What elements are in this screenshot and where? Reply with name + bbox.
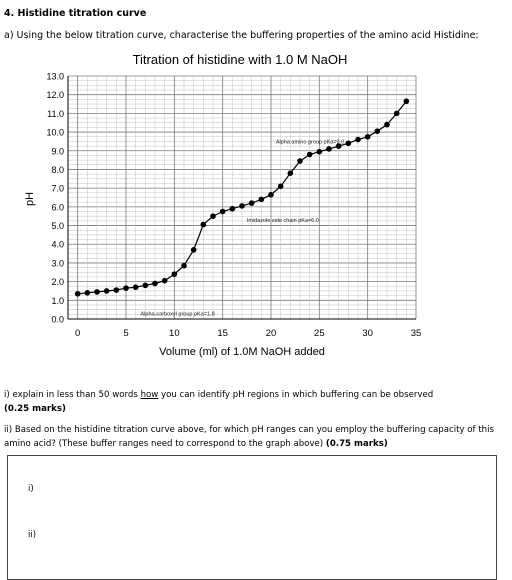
pka-annotation: Alpha-carboxyl group pKa=1.8: [141, 311, 215, 317]
y-tick-label: 5.0: [51, 221, 64, 231]
question-a: a) Using the below titration curve, char…: [4, 30, 479, 41]
y-axis-label: pH: [24, 192, 36, 206]
data-point: [161, 277, 168, 284]
x-tick-label: 30: [362, 328, 373, 339]
data-point: [316, 148, 323, 155]
y-tick-label: 1.0: [51, 296, 64, 306]
data-point: [142, 282, 149, 289]
question-i-text-end: you can identify pH regions in which buf…: [158, 390, 434, 400]
data-point: [355, 136, 361, 143]
answer-box[interactable]: [7, 455, 497, 580]
data-point: [181, 262, 187, 269]
section-heading: 4. Histidine titration curve: [4, 8, 147, 19]
x-tick-label: 10: [169, 328, 180, 339]
question-i-marks: (0.25 marks): [4, 404, 66, 414]
data-point: [190, 247, 197, 253]
data-point: [123, 285, 129, 291]
data-point: [171, 271, 178, 277]
chart-title: Titration of histidine with 1.0 M NaOH: [133, 52, 348, 67]
data-point: [277, 183, 284, 190]
answer-label-ii: ii): [28, 530, 37, 540]
question-i-text: i) explain in less than 50 words: [4, 390, 141, 400]
answer-label-i: i): [28, 484, 34, 494]
titration-series: [74, 98, 410, 297]
y-tick-label: 3.0: [51, 258, 64, 268]
pka-annotation: Imidazole side chain pKa=6.0: [247, 218, 319, 224]
y-tick-label: 7.0: [51, 184, 64, 194]
question-ii-marks: (0.75 marks): [325, 439, 388, 449]
data-point: [152, 280, 158, 287]
question-i-underlined: how: [140, 390, 159, 400]
question-i: i) explain in less than 50 words how you…: [4, 388, 504, 416]
y-tick-label: 9.0: [51, 146, 64, 156]
y-tick-label: 13.0: [46, 72, 64, 82]
x-tick-label: 5: [123, 328, 128, 339]
y-tick-label: 6.0: [51, 202, 64, 212]
y-tick-label: 2.0: [51, 277, 64, 287]
data-point: [239, 203, 245, 209]
y-tick-label: 10.0: [46, 128, 64, 138]
data-point: [113, 287, 120, 293]
x-tick-label: 35: [411, 328, 422, 339]
data-point: [374, 128, 381, 134]
data-point: [248, 200, 255, 206]
data-point: [200, 221, 207, 228]
data-point: [210, 213, 216, 219]
question-ii: ii) Based on the histidine titration cur…: [4, 423, 504, 451]
data-point: [103, 288, 110, 294]
data-point: [74, 290, 81, 297]
data-point: [393, 110, 400, 117]
data-point: [94, 289, 100, 295]
data-point: [384, 121, 390, 128]
data-point: [297, 158, 303, 164]
x-tick-label: 0: [75, 328, 80, 339]
y-tick-label: 11.0: [47, 109, 64, 119]
data-point: [364, 133, 371, 140]
data-point: [219, 208, 226, 215]
chart-grid: [67, 75, 417, 320]
data-point: [229, 205, 236, 212]
data-point: [345, 140, 352, 147]
x-axis-label: Volume (ml) of 1.0M NaOH added: [159, 346, 325, 358]
pka-annotation: Alpha amino group pKa=9.0: [276, 139, 344, 145]
data-point: [84, 290, 91, 296]
question-ii-text: ii) Based on the histidine titration cur…: [4, 425, 494, 449]
data-point: [326, 146, 332, 152]
x-tick-label: 15: [217, 328, 228, 339]
y-tick-label: 8.0: [51, 165, 64, 175]
x-tick-label: 25: [314, 328, 325, 339]
data-point: [268, 191, 274, 198]
data-point: [335, 143, 342, 149]
y-tick-label: 4.0: [51, 240, 64, 250]
y-tick-label: 12.0: [46, 90, 64, 100]
x-axis-ticks: 0 5 10 15 20 25 30 35: [75, 328, 421, 339]
chart-annotations: Alpha amino group pKa=9.0 Imidazole side …: [141, 139, 345, 317]
titration-chart: Titration of histidine with 1.0 M NaOH 0…: [24, 52, 421, 358]
x-tick-label: 20: [266, 328, 277, 339]
y-axis-ticks: 0.0 1.0 2.0 3.0 4.0 5.0 6.0 7.0 8.0 9.0 10.0 11.0 12…: [46, 72, 64, 325]
data-point: [306, 151, 313, 158]
data-point: [287, 170, 294, 176]
data-point: [258, 196, 265, 203]
data-point: [403, 98, 410, 105]
y-tick-label: 0.0: [51, 315, 64, 325]
data-point: [132, 284, 139, 291]
